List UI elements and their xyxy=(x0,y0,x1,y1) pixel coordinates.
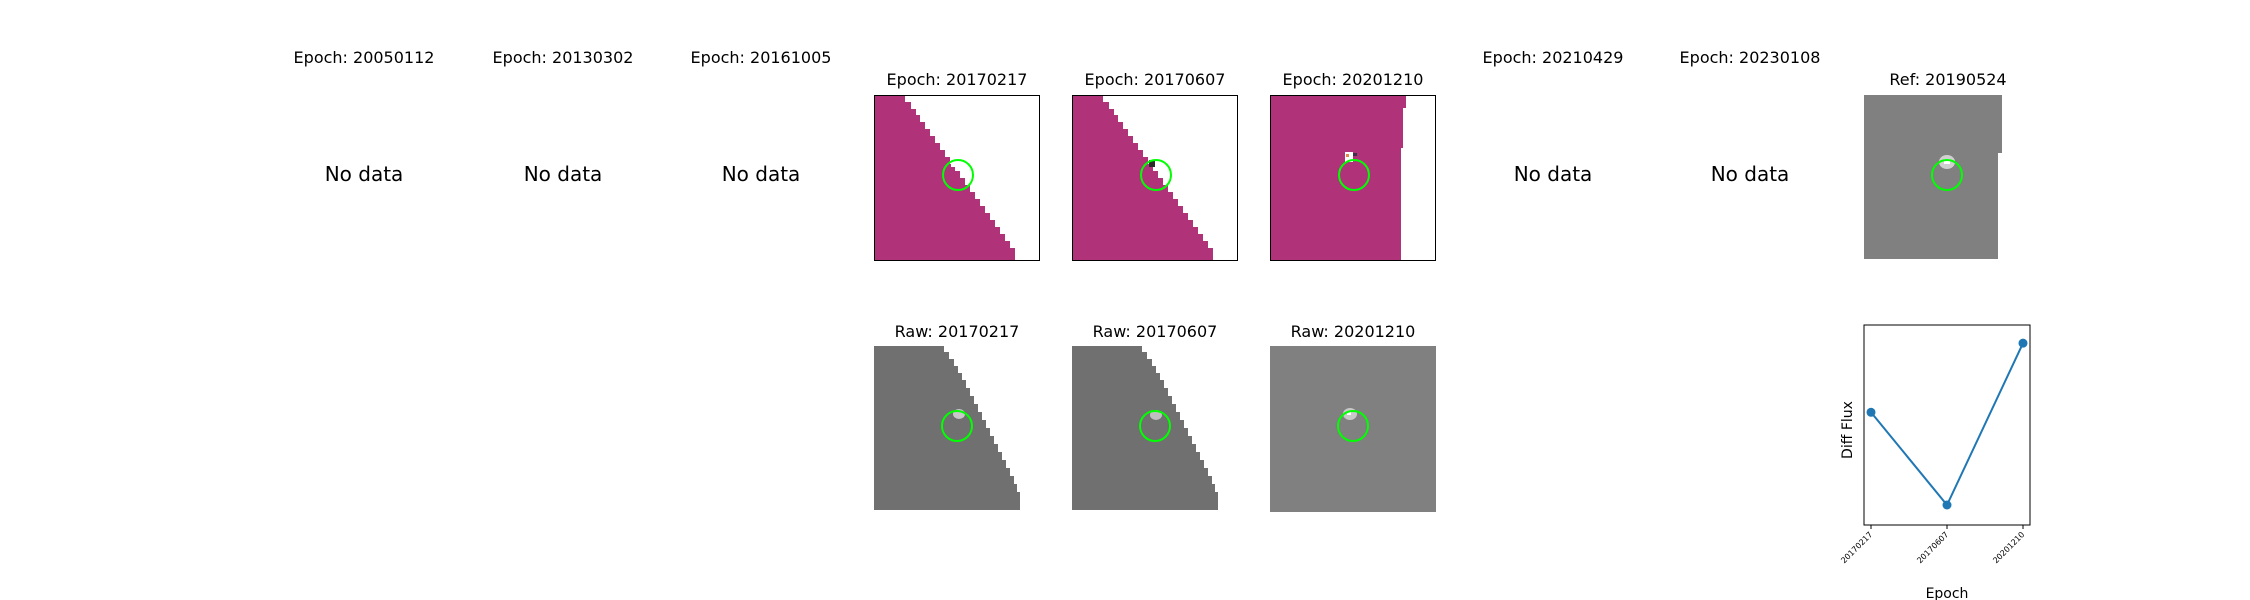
data-point xyxy=(1866,407,1876,417)
epoch-title-20170607: Epoch: 20170607 xyxy=(1084,70,1226,89)
raw-image-20201210 xyxy=(1270,346,1436,512)
raw-image-20170217 xyxy=(874,346,1040,512)
raw-title-20170217: Raw: 20170217 xyxy=(894,322,1020,341)
aperture-circle xyxy=(1338,159,1370,191)
reference-title: Ref: 20190524 xyxy=(1889,70,2007,89)
no-data-label: No data xyxy=(324,162,404,186)
epoch-title-20130302: Epoch: 20130302 xyxy=(492,48,634,67)
y-axis-title: Diff Flux xyxy=(1840,401,1856,459)
x-tick-label: 20170217 xyxy=(1839,530,1874,565)
aperture-circle xyxy=(941,410,973,442)
difference-image-20170607 xyxy=(1072,95,1238,261)
no-data-label: No data xyxy=(523,162,603,186)
data-point xyxy=(2018,338,2028,348)
series-line xyxy=(1870,342,2024,507)
light-curve-chart: 20170217 20170607 20201210 Diff Flux Epoch xyxy=(1830,315,2050,600)
epoch-title-20230108: Epoch: 20230108 xyxy=(1679,48,1821,67)
aperture-circle xyxy=(1337,410,1369,442)
x-axis-title: Epoch xyxy=(1926,586,1969,600)
reference-image xyxy=(1864,95,2030,261)
no-data-label: No data xyxy=(1513,162,1593,186)
epoch-title-20170217: Epoch: 20170217 xyxy=(886,70,1028,89)
raw-title-20170607: Raw: 20170607 xyxy=(1092,322,1218,341)
light-curve-plot: 20170217 20170607 20201210 Diff Flux Epoch xyxy=(1839,324,2031,600)
aperture-circle xyxy=(1931,159,1963,191)
epoch-title-20161005: Epoch: 20161005 xyxy=(690,48,832,67)
plot-frame xyxy=(1863,324,2031,526)
raw-image-20170607 xyxy=(1072,346,1238,512)
difference-image-20170217 xyxy=(874,95,1040,261)
aperture-circle xyxy=(942,159,974,191)
raw-title-20201210: Raw: 20201210 xyxy=(1290,322,1416,341)
epoch-title-20050112: Epoch: 20050112 xyxy=(293,48,435,67)
epoch-title-20210429: Epoch: 20210429 xyxy=(1482,48,1624,67)
epoch-title-20201210: Epoch: 20201210 xyxy=(1282,70,1424,89)
x-tick-label: 20170607 xyxy=(1915,530,1950,565)
x-tick-label: 20201210 xyxy=(1991,530,2026,565)
no-data-label: No data xyxy=(1710,162,1790,186)
data-point xyxy=(1942,500,1952,510)
no-data-label: No data xyxy=(721,162,801,186)
difference-image-20201210 xyxy=(1270,95,1436,261)
aperture-circle xyxy=(1139,410,1171,442)
aperture-circle xyxy=(1140,159,1172,191)
